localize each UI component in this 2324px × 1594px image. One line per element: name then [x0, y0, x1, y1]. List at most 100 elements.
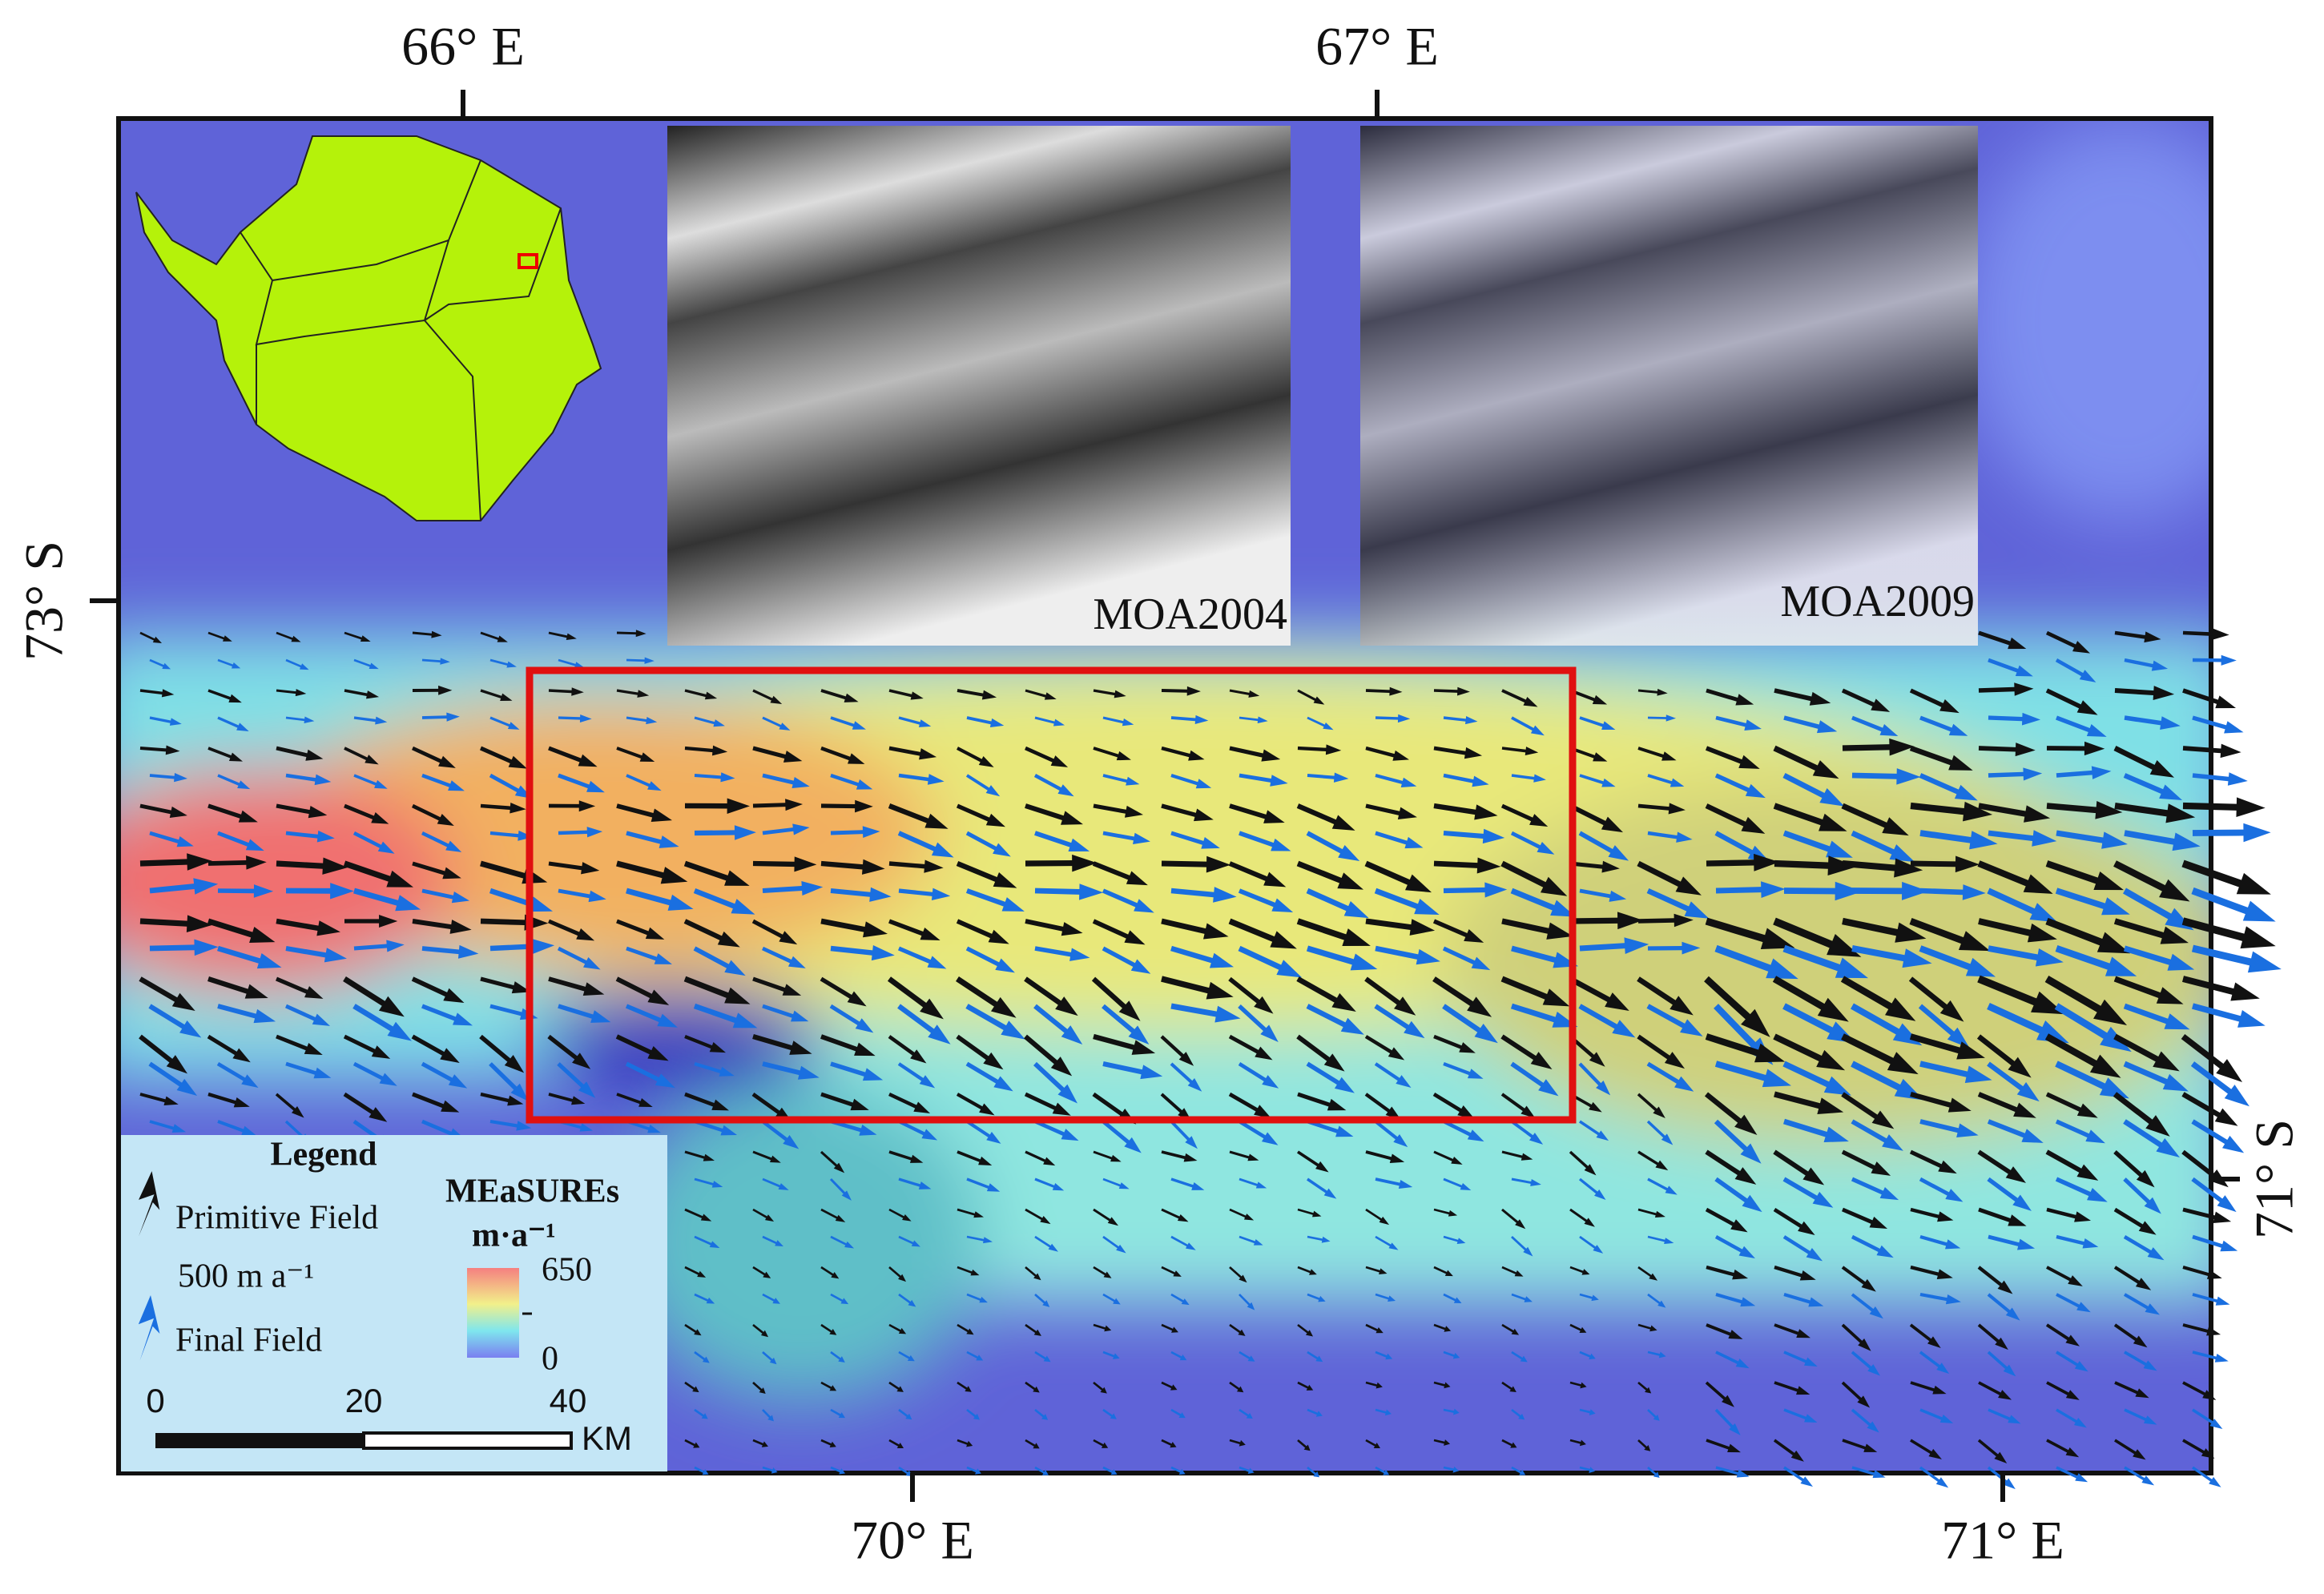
flow-arrow — [2045, 1092, 2098, 1118]
flow-arrow — [1025, 803, 1083, 825]
flow-arrow — [762, 823, 810, 835]
flow-arrow — [2113, 1266, 2152, 1290]
flow-arrow — [1238, 1062, 1279, 1089]
flow-arrow — [1637, 976, 1694, 1016]
flow-arrow — [898, 888, 951, 901]
flow-arrow — [1307, 1350, 1323, 1363]
flow-arrow — [2192, 1466, 2221, 1487]
flow-arrow — [421, 1061, 468, 1089]
flow-arrow — [1160, 1093, 1192, 1121]
flow-arrow — [1976, 1034, 2032, 1078]
lat-label: 71° S — [2244, 1119, 2305, 1239]
colorbar-unit: m·a⁻¹ — [472, 1218, 556, 1254]
flow-arrow — [2056, 715, 2107, 737]
flow-arrow — [1706, 1323, 1743, 1339]
flow-arrow — [1025, 746, 1069, 767]
flow-arrow — [558, 658, 585, 669]
flow-arrow — [1296, 918, 1371, 946]
flow-arrow — [684, 1266, 707, 1278]
flow-arrow — [1987, 1293, 2020, 1321]
flow-arrow — [888, 1381, 904, 1392]
flow-arrow — [966, 1293, 988, 1303]
flow-arrow — [149, 878, 219, 895]
flow-arrow — [2045, 1149, 2099, 1181]
flow-arrow — [1988, 767, 2043, 781]
flow-arrow — [149, 831, 194, 847]
flow-arrow — [1374, 1120, 1408, 1148]
flow-arrow — [1910, 1207, 1954, 1222]
flow-arrow — [965, 1120, 1001, 1144]
flow-arrow — [957, 1150, 993, 1166]
flow-arrow — [1501, 1439, 1517, 1448]
flow-arrow — [1637, 1034, 1686, 1069]
flow-arrow — [1578, 831, 1629, 861]
flow-arrow — [888, 1323, 907, 1334]
flow-arrow — [217, 945, 282, 969]
colorbar-label: 0 — [542, 1341, 558, 1378]
legend-entry: Final Field — [175, 1322, 322, 1359]
flow-arrow — [615, 976, 670, 1005]
flow-arrow — [1374, 888, 1440, 916]
flow-arrow — [1170, 1408, 1186, 1419]
flow-arrow — [1510, 888, 1577, 917]
flow-arrow — [1102, 1293, 1121, 1305]
flow-arrow — [2192, 1003, 2266, 1028]
flow-arrow — [285, 773, 332, 786]
flow-arrow — [1307, 1119, 1354, 1137]
flow-arrow — [898, 1350, 915, 1362]
flow-arrow — [1433, 857, 1501, 874]
flow-arrow — [694, 1062, 735, 1077]
flow-arrow — [276, 976, 324, 999]
flow-arrow — [412, 746, 456, 768]
flow-arrow — [1034, 831, 1090, 852]
flow-arrow — [830, 1350, 845, 1363]
flow-arrow — [1161, 1439, 1177, 1448]
flow-arrow — [1239, 716, 1268, 724]
flow-arrow — [1501, 918, 1573, 940]
flow-arrow — [1772, 976, 1849, 1022]
flow-arrow — [2056, 1293, 2091, 1313]
flow-arrow — [548, 1093, 586, 1105]
flow-arrow — [285, 658, 309, 670]
flow-arrow — [762, 1350, 777, 1365]
flow-arrow — [1840, 976, 1916, 1021]
flow-arrow — [139, 689, 175, 698]
flow-arrow — [2182, 628, 2229, 640]
flow-arrow — [1646, 1004, 1703, 1037]
flow-arrow — [1161, 746, 1205, 761]
flow-arrow — [1569, 1208, 1595, 1227]
flow-arrow — [820, 918, 888, 938]
flow-arrow — [965, 1004, 1025, 1040]
flow-arrow — [1579, 937, 1649, 955]
flow-arrow — [353, 716, 388, 725]
flow-arrow — [2055, 658, 2096, 682]
flow-arrow — [957, 1323, 974, 1335]
flow-arrow — [2046, 1266, 2083, 1286]
flow-arrow — [1170, 773, 1212, 789]
flow-arrow — [830, 773, 873, 790]
flow-arrow — [1978, 682, 2034, 696]
flow-arrow — [1578, 1177, 1606, 1201]
moa-label: MOA2004 — [1093, 590, 1287, 639]
flow-arrow — [694, 1177, 723, 1188]
flow-arrow — [1170, 1235, 1196, 1250]
flow-arrow — [1093, 689, 1126, 698]
flow-arrow — [761, 1120, 800, 1149]
flow-arrow — [421, 1119, 466, 1141]
flow-arrow — [479, 1034, 525, 1073]
flow-arrow — [1033, 1004, 1083, 1045]
flow-arrow — [1161, 1323, 1178, 1333]
flow-arrow — [2114, 802, 2196, 823]
flow-arrow — [684, 1092, 729, 1111]
flow-arrow — [1025, 1208, 1051, 1225]
flow-arrow — [2056, 1466, 2088, 1483]
flow-arrow — [1988, 712, 2041, 726]
flow-arrow — [1910, 1381, 1947, 1395]
flow-arrow — [2192, 1234, 2238, 1252]
flow-arrow — [1433, 1323, 1452, 1332]
flow-arrow — [207, 976, 268, 999]
flow-arrow — [626, 831, 679, 848]
flow-arrow — [276, 918, 340, 936]
flow-arrow — [1228, 1034, 1273, 1061]
flow-arrow — [1647, 774, 1685, 787]
